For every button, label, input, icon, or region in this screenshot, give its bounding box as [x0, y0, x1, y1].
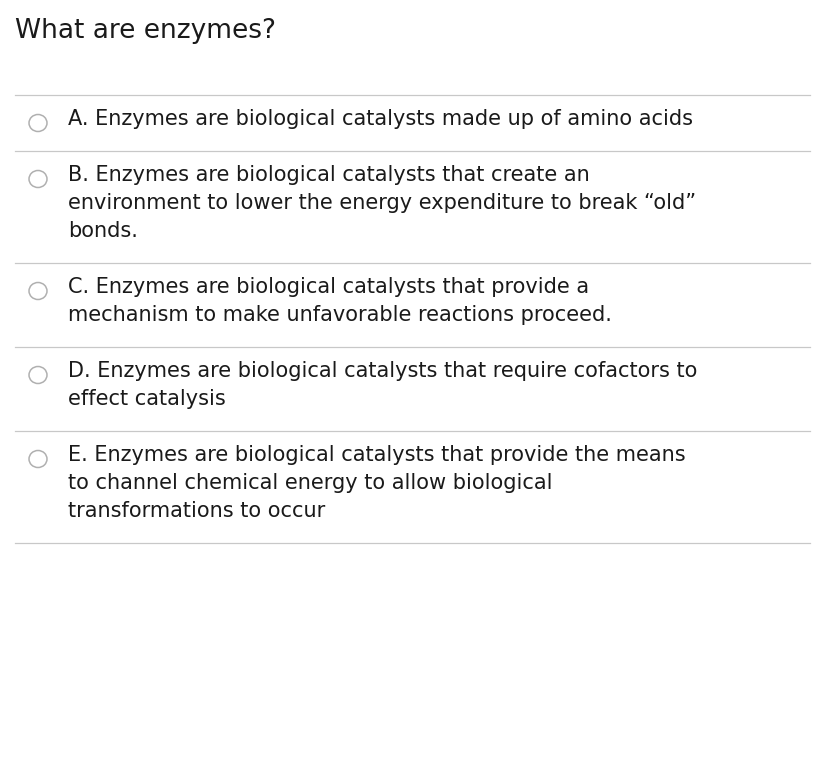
Text: A. Enzymes are biological catalysts made up of amino acids: A. Enzymes are biological catalysts made… [68, 109, 693, 129]
Text: B. Enzymes are biological catalysts that create an: B. Enzymes are biological catalysts that… [68, 165, 590, 185]
Text: mechanism to make unfavorable reactions proceed.: mechanism to make unfavorable reactions … [68, 305, 612, 325]
Text: transformations to occur: transformations to occur [68, 501, 325, 521]
Text: environment to lower the energy expenditure to break “old”: environment to lower the energy expendit… [68, 193, 696, 213]
Text: to channel chemical energy to allow biological: to channel chemical energy to allow biol… [68, 473, 553, 493]
Text: effect catalysis: effect catalysis [68, 389, 226, 409]
Text: C. Enzymes are biological catalysts that provide a: C. Enzymes are biological catalysts that… [68, 277, 589, 297]
Text: D. Enzymes are biological catalysts that require cofactors to: D. Enzymes are biological catalysts that… [68, 361, 697, 381]
Text: E. Enzymes are biological catalysts that provide the means: E. Enzymes are biological catalysts that… [68, 445, 686, 465]
Text: bonds.: bonds. [68, 221, 138, 241]
Text: What are enzymes?: What are enzymes? [15, 18, 276, 44]
